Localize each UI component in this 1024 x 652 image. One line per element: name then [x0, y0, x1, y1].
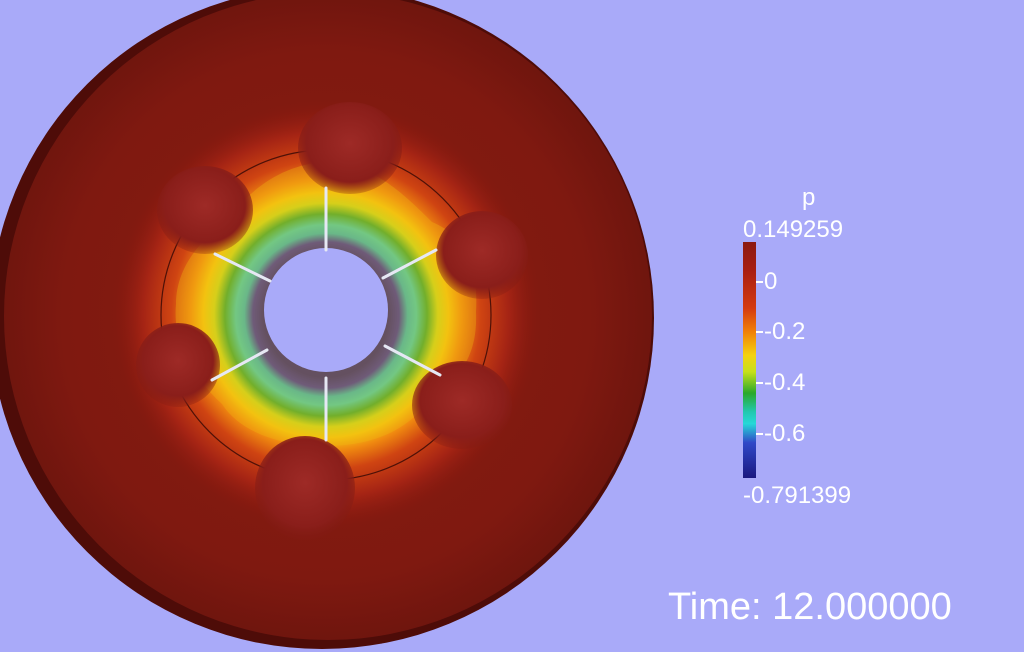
wake-lobe	[157, 166, 253, 254]
blade	[381, 248, 438, 280]
scalar-bar-max-label: 0.149259	[743, 216, 844, 243]
rotor-blades	[210, 186, 442, 442]
scalar-bar-title: p	[802, 184, 816, 211]
scalar-bar-tick-label: -0.6	[764, 420, 806, 447]
scalar-bar-tick-label: -0.2	[764, 318, 806, 345]
scalar-bar-tick-label: 0	[764, 268, 778, 295]
scalar-bar[interactable]	[743, 242, 756, 478]
blade	[210, 348, 269, 382]
scalar-bar-min-label: -0.791399	[743, 482, 852, 509]
scalar-bar-tick	[756, 331, 763, 333]
wake-lobe	[136, 323, 220, 407]
blade	[383, 344, 442, 377]
wake-lobe	[298, 102, 402, 194]
hub-hole	[264, 248, 388, 372]
wake-lobe	[412, 361, 512, 449]
scalar-bar-tick-label: -0.4	[764, 369, 806, 396]
scalar-bar-tick	[756, 433, 763, 435]
scalar-bar-tick	[756, 382, 763, 384]
time-annotation: Time: 12.000000	[668, 586, 952, 628]
wake-lobe	[436, 211, 528, 299]
wake-lobe	[255, 436, 355, 540]
scalar-bar-tick	[756, 281, 763, 283]
blade	[213, 252, 272, 283]
